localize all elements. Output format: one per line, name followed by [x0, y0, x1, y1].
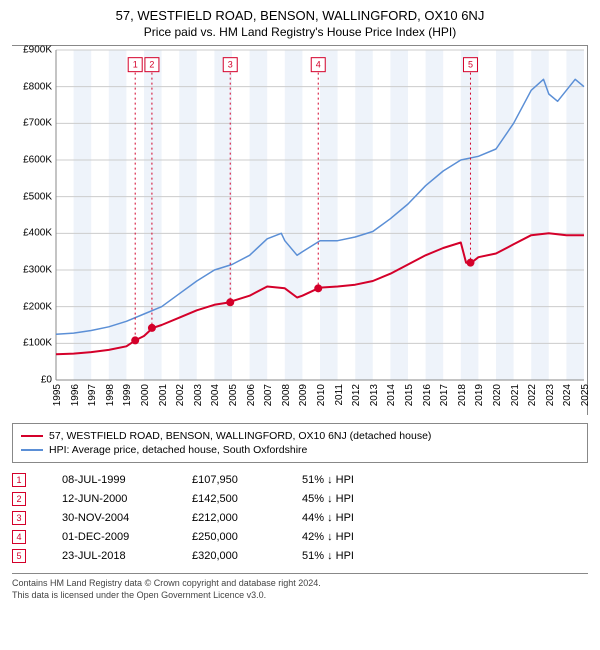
transaction-hpi: 51% ↓ HPI — [302, 474, 412, 486]
y-tick-label: £100K — [12, 338, 52, 349]
marker-point-4 — [314, 284, 322, 292]
legend-label: HPI: Average price, detached house, Sout… — [49, 444, 307, 456]
transaction-hpi: 44% ↓ HPI — [302, 512, 412, 524]
transaction-date: 23-JUL-2018 — [62, 550, 192, 562]
marker-label-4: 4 — [316, 60, 321, 70]
x-tick-label: 2025 — [580, 384, 600, 406]
marker-point-5 — [466, 259, 474, 267]
page-title: 57, WESTFIELD ROAD, BENSON, WALLINGFORD,… — [12, 8, 588, 23]
marker-label-3: 3 — [228, 60, 233, 70]
marker-label-1: 1 — [133, 60, 138, 70]
transaction-number: 5 — [12, 549, 26, 563]
y-tick-label: £900K — [12, 45, 52, 56]
transaction-hpi: 45% ↓ HPI — [302, 493, 412, 505]
marker-label-2: 2 — [149, 60, 154, 70]
marker-label-5: 5 — [468, 60, 473, 70]
transaction-row: 4 01-DEC-2009£250,00042% ↓ HPI — [12, 530, 588, 544]
footer-line-2: This data is licensed under the Open Gov… — [12, 590, 588, 602]
transaction-hpi: 51% ↓ HPI — [302, 550, 412, 562]
legend-swatch — [21, 435, 43, 437]
marker-point-3 — [226, 298, 234, 306]
transaction-hpi: 42% ↓ HPI — [302, 531, 412, 543]
y-tick-label: £800K — [12, 81, 52, 92]
y-tick-label: £400K — [12, 228, 52, 239]
transaction-date: 12-JUN-2000 — [62, 493, 192, 505]
transaction-number: 1 — [12, 473, 26, 487]
transaction-date: 01-DEC-2009 — [62, 531, 192, 543]
transaction-price: £250,000 — [192, 531, 302, 543]
transaction-number: 2 — [12, 492, 26, 506]
transaction-price: £142,500 — [192, 493, 302, 505]
page-subtitle: Price paid vs. HM Land Registry's House … — [12, 25, 588, 39]
legend: 57, WESTFIELD ROAD, BENSON, WALLINGFORD,… — [12, 423, 588, 463]
chart-plot: 1 2 3 4 5 — [56, 50, 584, 380]
chart-container: £0 £100K £200K £300K £400K £500K £600K £700K £80… — [12, 45, 588, 415]
transaction-number: 3 — [12, 511, 26, 525]
transaction-row: 3 30-NOV-2004£212,00044% ↓ HPI — [12, 511, 588, 525]
marker-point-2 — [148, 324, 156, 332]
y-tick-label: £700K — [12, 118, 52, 129]
footer-line-1: Contains HM Land Registry data © Crown c… — [12, 578, 588, 590]
transaction-date: 08-JUL-1999 — [62, 474, 192, 486]
y-tick-label: £0 — [12, 375, 52, 386]
title-block: 57, WESTFIELD ROAD, BENSON, WALLINGFORD,… — [12, 8, 588, 39]
transaction-row: 5 23-JUL-2018£320,00051% ↓ HPI — [12, 549, 588, 563]
y-tick-label: £300K — [12, 265, 52, 276]
transaction-price: £320,000 — [192, 550, 302, 562]
transactions-table: 108-JUL-1999£107,95051% ↓ HPI212-JUN-200… — [12, 473, 588, 563]
legend-item: 57, WESTFIELD ROAD, BENSON, WALLINGFORD,… — [21, 430, 579, 442]
transaction-row: 2 12-JUN-2000£142,50045% ↓ HPI — [12, 492, 588, 506]
transaction-number: 4 — [12, 530, 26, 544]
footer: Contains HM Land Registry data © Crown c… — [12, 573, 588, 601]
y-tick-label: £600K — [12, 155, 52, 166]
transaction-row: 1 08-JUL-1999£107,95051% ↓ HPI — [12, 473, 588, 487]
legend-label: 57, WESTFIELD ROAD, BENSON, WALLINGFORD,… — [49, 430, 431, 442]
marker-point-1 — [131, 336, 139, 344]
y-tick-label: £200K — [12, 301, 52, 312]
transaction-price: £212,000 — [192, 512, 302, 524]
y-tick-label: £500K — [12, 191, 52, 202]
transaction-price: £107,950 — [192, 474, 302, 486]
legend-swatch — [21, 449, 43, 451]
transaction-date: 30-NOV-2004 — [62, 512, 192, 524]
legend-item: HPI: Average price, detached house, Sout… — [21, 444, 579, 456]
